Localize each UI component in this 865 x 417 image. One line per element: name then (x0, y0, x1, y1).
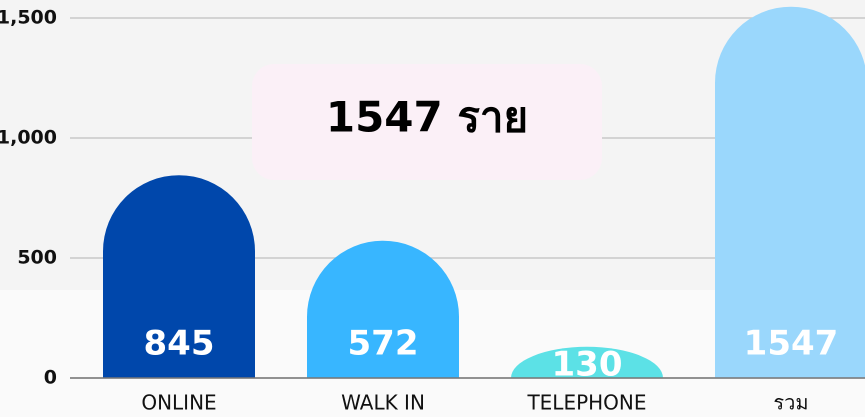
x-tick-label: TELEPHONE (526, 391, 646, 415)
bar (103, 175, 255, 378)
x-tick-label: WALK IN (341, 391, 425, 415)
value-label: 845 (144, 324, 215, 364)
y-tick-label: 0 (44, 367, 57, 389)
value-label: 1547 (744, 324, 839, 364)
x-tick-label: ONLINE (141, 391, 216, 415)
y-tick-label: 1,000 (0, 127, 57, 149)
bar (307, 240, 459, 378)
bar (715, 6, 865, 378)
annotation: 1547 ราย (326, 93, 528, 142)
y-tick-label: 1,500 (0, 7, 57, 29)
x-tick-label: รวม (773, 391, 808, 415)
annotation-box (252, 64, 602, 180)
y-tick-label: 500 (17, 247, 57, 269)
value-label: 572 (348, 324, 419, 364)
bar (511, 346, 663, 378)
